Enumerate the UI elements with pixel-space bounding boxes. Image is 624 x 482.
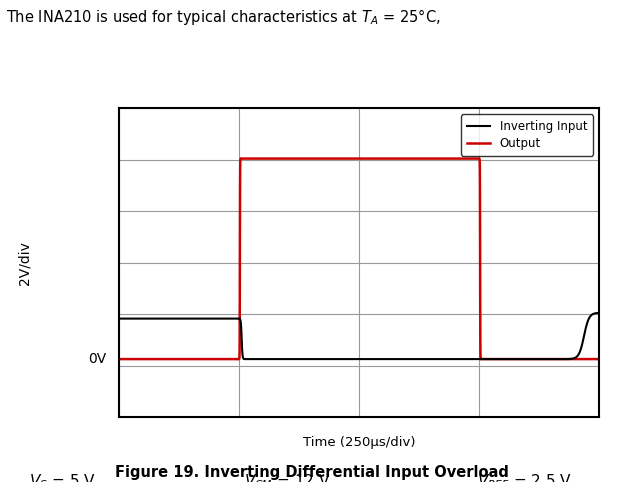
Legend: Inverting Input, Output: Inverting Input, Output [461, 114, 593, 156]
Text: $V_{REF}$ = 2.5 V: $V_{REF}$ = 2.5 V [477, 472, 572, 482]
Text: Figure 19. Inverting Differential Input Overload: Figure 19. Inverting Differential Input … [115, 465, 509, 480]
Text: The INA210 is used for typical characteristics at $T_A$ = 25°C,: The INA210 is used for typical character… [6, 7, 441, 27]
Text: 2V/div: 2V/div [18, 241, 32, 285]
Text: 0V: 0V [89, 352, 107, 366]
Text: $V_S$ = 5 V: $V_S$ = 5 V [29, 472, 96, 482]
Text: Time (250μs/div): Time (250μs/div) [303, 436, 415, 449]
Text: $V_{CM}$ = 12 V: $V_{CM}$ = 12 V [244, 472, 330, 482]
